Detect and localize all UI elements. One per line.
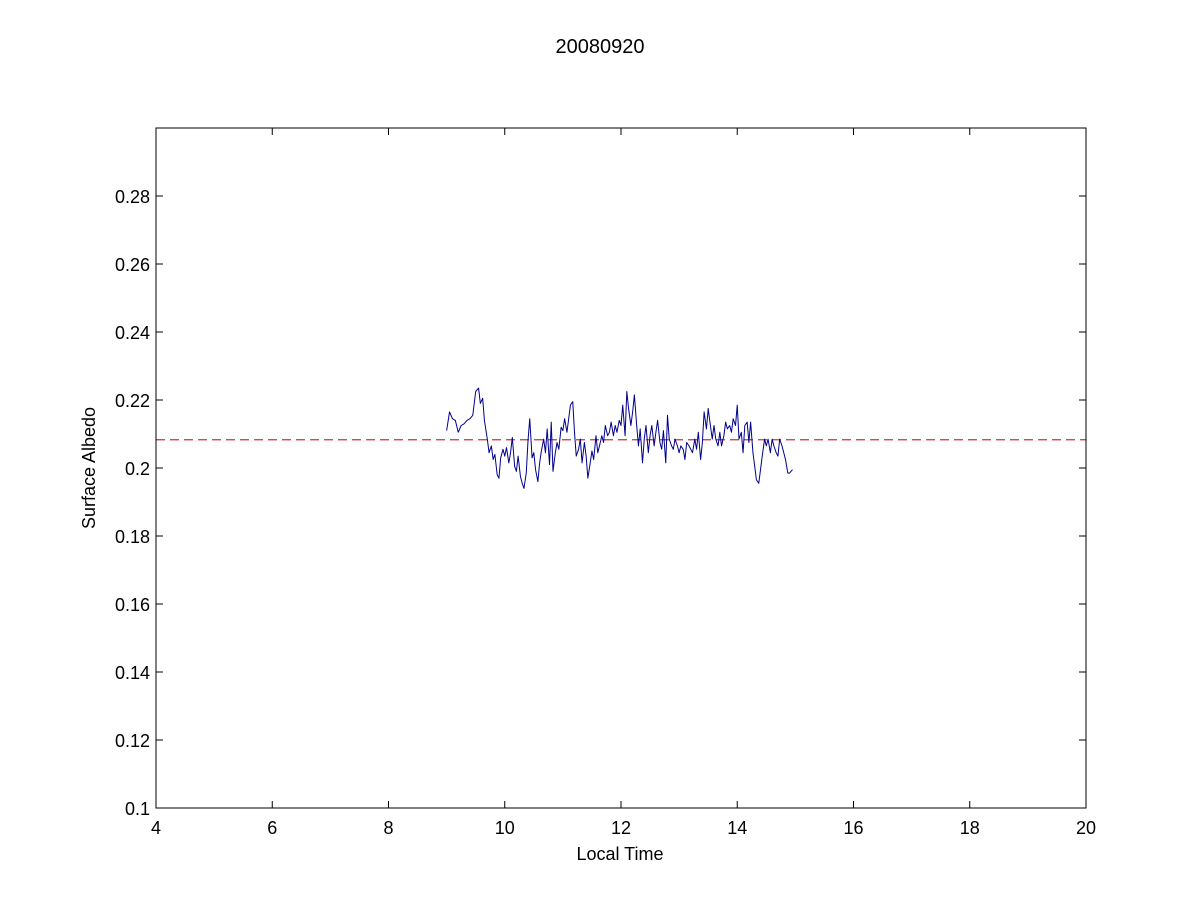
albedo-series-line xyxy=(446,387,793,489)
x-tick-label: 18 xyxy=(960,818,980,838)
y-tick-label: 0.22 xyxy=(115,391,150,411)
x-tick-label: 4 xyxy=(151,818,161,838)
y-tick-label: 0.12 xyxy=(115,731,150,751)
y-tick-label: 0.1 xyxy=(125,799,150,819)
y-tick-label: 0.14 xyxy=(115,663,150,683)
y-tick-label: 0.24 xyxy=(115,323,150,343)
x-axis-ticks: 4 6 8 10 12 14 16 18 20 xyxy=(151,128,1096,838)
chart-title: 20080920 xyxy=(556,36,645,58)
y-tick-label: 0.28 xyxy=(115,187,150,207)
x-tick-label: 12 xyxy=(611,818,631,838)
x-tick-label: 6 xyxy=(267,818,277,838)
x-tick-label: 20 xyxy=(1076,818,1096,838)
x-axis-label: Local Time xyxy=(576,844,663,864)
x-tick-label: 8 xyxy=(383,818,393,838)
plot-area xyxy=(156,128,1086,808)
x-tick-label: 16 xyxy=(843,818,863,838)
y-axis-ticks: 0.1 0.12 0.14 0.16 0.18 0.2 0.22 0.24 0.26 0.28 xyxy=(115,187,1086,819)
y-tick-label: 0.16 xyxy=(115,595,150,615)
y-axis-label: Surface Albedo xyxy=(79,407,99,529)
series-layer xyxy=(446,387,793,489)
y-tick-label: 0.26 xyxy=(115,255,150,275)
x-tick-label: 10 xyxy=(495,818,515,838)
y-tick-label: 0.18 xyxy=(115,527,150,547)
y-tick-label: 0.2 xyxy=(125,459,150,479)
x-tick-label: 14 xyxy=(727,818,747,838)
